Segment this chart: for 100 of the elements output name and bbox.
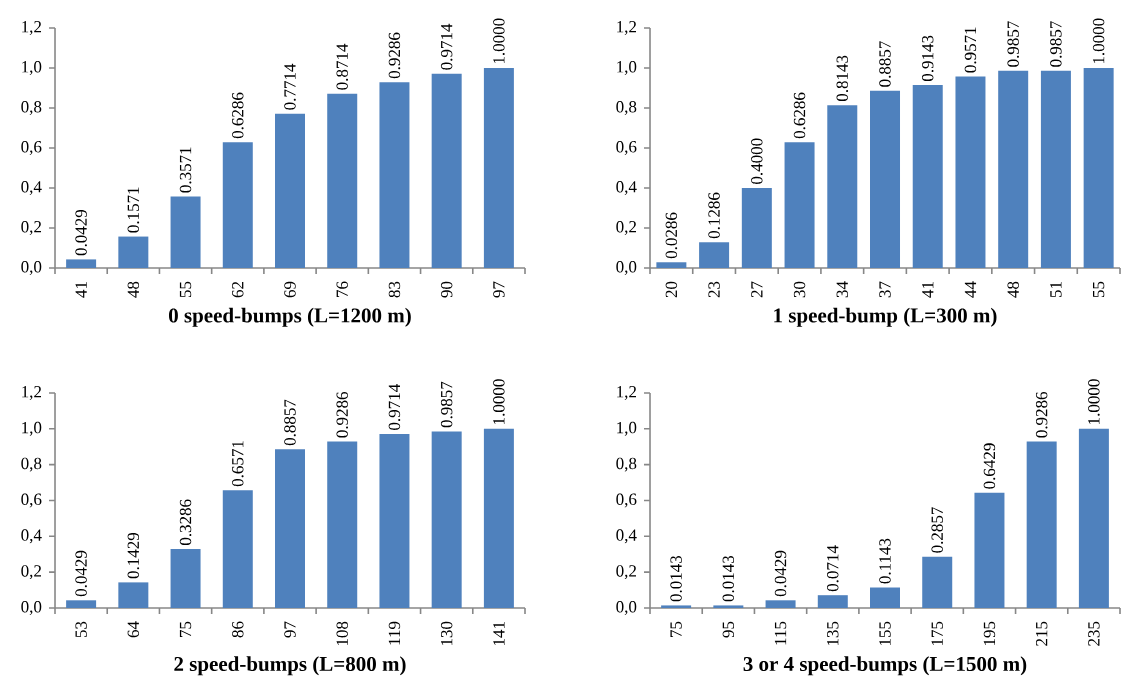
- bar: [118, 582, 149, 608]
- x-tick-label: 175: [931, 621, 943, 646]
- y-tick-label: 1,2: [22, 386, 41, 400]
- x-tick-label: 83: [388, 281, 401, 298]
- bar: [765, 600, 796, 608]
- data-label: 0.9857: [440, 381, 453, 428]
- y-tick-label: 1,0: [617, 421, 637, 436]
- data-label: 0.9857: [1007, 21, 1019, 67]
- x-tick-label: 34: [836, 281, 848, 298]
- bar: [1040, 70, 1071, 268]
- x-tick-label: 215: [1035, 621, 1048, 646]
- data-label: 0.6429: [983, 443, 996, 489]
- x-tick-label: 119: [388, 621, 401, 645]
- y-tick-label: 1,0: [22, 421, 42, 436]
- data-label: 1.0000: [493, 379, 505, 424]
- y-tick-label: 0,4: [616, 181, 637, 195]
- data-label: 0.8714: [336, 43, 349, 90]
- x-tick-label: 41: [922, 282, 934, 298]
- y-tick-label: 0,6: [616, 493, 637, 508]
- y-tick-label: 0,0: [21, 601, 42, 615]
- data-label: 0.1143: [879, 538, 891, 584]
- x-tick-label: 62: [232, 281, 244, 298]
- x-tick-label: 69: [284, 281, 296, 298]
- bar: [327, 93, 358, 268]
- x-axis-title: 2 speed-bumps (L=800 m): [174, 656, 406, 676]
- data-label: 0.9714: [388, 384, 401, 430]
- bar: [483, 67, 514, 268]
- data-label: 0.0714: [827, 545, 839, 592]
- bar: [431, 73, 462, 268]
- data-label: 0.2857: [931, 507, 944, 553]
- bar: [170, 196, 201, 268]
- data-label: 0.4000: [751, 138, 763, 184]
- bar: [1078, 428, 1109, 608]
- bar: [379, 433, 410, 608]
- data-label: 0.0429: [774, 550, 787, 597]
- data-label: 0.3571: [179, 147, 192, 193]
- x-tick-label: 27: [751, 281, 763, 298]
- data-label: 0.3286: [179, 499, 192, 546]
- x-tick-label: 41: [75, 282, 87, 298]
- bar: [275, 449, 305, 608]
- y-tick-label: 0,0: [616, 261, 637, 275]
- x-tick-label: 75: [179, 621, 192, 637]
- x-tick-label: 135: [827, 621, 839, 646]
- x-tick-label: 44: [964, 281, 977, 298]
- x-tick-label: 155: [879, 621, 891, 646]
- x-tick-label: 48: [1007, 281, 1019, 298]
- y-tick-label: 0,2: [616, 565, 636, 580]
- data-label: 0.9286: [1035, 391, 1048, 438]
- x-tick-label: 95: [722, 621, 735, 638]
- y-tick-label: 0,0: [21, 261, 42, 275]
- x-tick-label: 64: [127, 621, 140, 638]
- bar: [713, 605, 744, 608]
- bar: [974, 492, 1005, 608]
- bar: [275, 113, 305, 268]
- x-tick-label: 30: [793, 281, 806, 298]
- x-tick-label: 108: [336, 621, 348, 646]
- data-label: 0.1571: [127, 187, 140, 233]
- y-tick-label: 0,0: [616, 601, 637, 615]
- bar: [66, 259, 97, 268]
- y-tick-label: 0,4: [21, 181, 42, 195]
- bar: [827, 105, 858, 268]
- y-tick-label: 0,2: [616, 221, 636, 235]
- x-axis-title: 0 speed-bumps (L=1200 m): [169, 307, 411, 327]
- y-tick-label: 0,8: [21, 457, 42, 472]
- x-tick-label: 51: [1050, 282, 1062, 298]
- y-tick-label: 0,6: [616, 141, 637, 155]
- data-label: 0.0286: [665, 212, 678, 259]
- data-label: 0.9571: [964, 27, 977, 73]
- x-tick-label: 195: [983, 621, 996, 646]
- data-label: 0.0143: [670, 555, 682, 602]
- bar: [118, 236, 149, 268]
- data-label: 0.8857: [284, 399, 296, 446]
- bar: [922, 556, 953, 608]
- bar: [998, 70, 1029, 268]
- x-axis-title: 1 speed-bump (L=300 m): [774, 307, 997, 327]
- x-tick-label: 53: [75, 621, 87, 638]
- bar: [1083, 67, 1114, 268]
- bar: [912, 85, 943, 268]
- bar: [222, 142, 253, 268]
- y-tick-label: 1,2: [617, 21, 636, 35]
- bar: [741, 187, 772, 268]
- bar: [817, 595, 848, 608]
- y-tick-label: 0,8: [616, 457, 637, 472]
- y-tick-label: 0,8: [21, 101, 42, 115]
- bar: [431, 431, 462, 608]
- y-tick-label: 0,2: [21, 565, 41, 580]
- bar: [170, 549, 201, 608]
- data-label: 0.0429: [75, 550, 87, 597]
- data-label: 0.8857: [879, 41, 891, 87]
- x-tick-label: 235: [1088, 621, 1100, 646]
- x-tick-label: 20: [665, 281, 678, 298]
- data-label: 1.0000: [1092, 18, 1105, 64]
- x-tick-label: 97: [493, 281, 505, 298]
- data-label: 0.9714: [440, 23, 453, 70]
- bar: [483, 428, 514, 608]
- bar: [661, 605, 692, 608]
- y-tick-label: 0,6: [21, 141, 42, 155]
- bar: [699, 242, 730, 268]
- bar: [327, 441, 358, 608]
- y-tick-label: 1,0: [22, 61, 42, 75]
